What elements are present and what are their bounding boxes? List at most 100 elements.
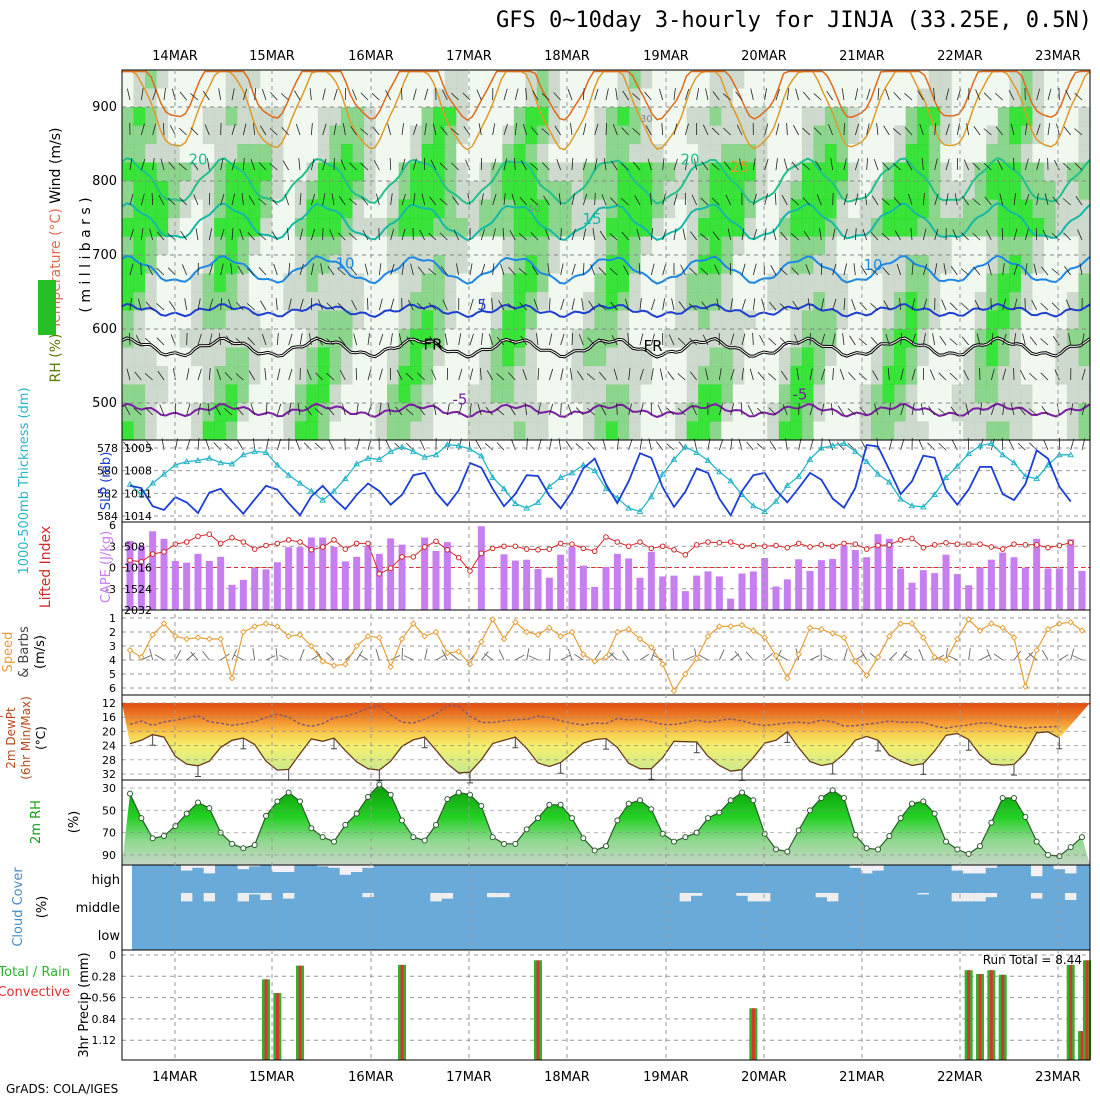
rh-cell: [928, 162, 941, 182]
rh-cell: [940, 384, 953, 404]
rh-cell: [559, 255, 573, 275]
wind-barb: [749, 368, 754, 381]
rh-cell: [571, 329, 584, 349]
isotherm-label: 5: [477, 296, 487, 314]
wind-barb: [503, 193, 506, 206]
wind-barb: [730, 368, 735, 381]
wind-barb: [972, 198, 981, 206]
thickness-point: [251, 447, 259, 454]
wind-barb: [1065, 89, 1072, 101]
rh-cell: [1043, 384, 1057, 404]
rh-cell: [859, 366, 872, 386]
wind-speed-point: [546, 624, 553, 632]
surface-wind-barb: [979, 654, 990, 661]
wind-barb: [684, 88, 690, 101]
surface-wind-barb: [889, 651, 898, 661]
rh-cell: [629, 181, 642, 201]
rh-cell: [663, 421, 676, 441]
pressure-tick: 900: [92, 100, 117, 115]
wind-barb: [197, 298, 201, 311]
cloud-gap: [1030, 865, 1043, 877]
rh-cell: [917, 384, 930, 404]
wind-speed-point: [852, 658, 859, 665]
wind-barb: [1081, 368, 1086, 381]
rh-cell: [940, 403, 953, 423]
wind-barb: [571, 228, 576, 241]
cape-bar: [613, 553, 621, 610]
cape-bar: [319, 537, 327, 610]
wind-barb: [747, 405, 754, 416]
rh-cell: [675, 329, 688, 349]
rh-cell: [663, 292, 676, 312]
wind-barb: [548, 368, 554, 381]
precip-legend-total: Total / Rain: [0, 965, 70, 980]
wind-barb: [739, 158, 743, 171]
rh-cell: [894, 181, 907, 201]
rh-cell: [824, 125, 838, 145]
rh-cell: [479, 255, 492, 275]
rh-cell: [790, 421, 803, 441]
rh-cell: [525, 273, 538, 293]
rh-cell: [755, 144, 768, 164]
rh2m-point: [739, 789, 745, 796]
precip-bar-conv: [264, 979, 268, 1060]
rh-cell: [1055, 70, 1068, 90]
rh-cell: [606, 329, 619, 349]
rh-cell: [594, 125, 607, 145]
rh-cell: [1020, 162, 1033, 182]
rh-cell: [133, 236, 146, 256]
cape-bar: [262, 569, 270, 610]
wind-barb: [496, 442, 505, 451]
rh-cell: [283, 144, 296, 164]
wind-barb: [701, 301, 709, 311]
wind-barb: [235, 338, 244, 346]
li-point: [580, 545, 587, 552]
rh-cell: [1078, 421, 1091, 441]
rh-cell: [490, 236, 503, 256]
rh-cell: [790, 144, 803, 164]
wind-barb: [582, 158, 588, 171]
wind-speed-point: [444, 649, 451, 657]
wind-barb: [887, 368, 890, 381]
wind-barb: [294, 90, 301, 101]
cape-tick: 1524: [124, 583, 152, 596]
wind-barb: [775, 158, 778, 171]
rh-cell: [283, 236, 296, 256]
wind-tick: 2: [109, 626, 116, 639]
wind-barb: [922, 298, 927, 311]
surface-wind-barb: [233, 654, 244, 661]
rh-cell: [536, 292, 549, 312]
wind-barb: [1033, 263, 1038, 276]
rh-cell: [421, 181, 434, 201]
wind-barb: [874, 403, 879, 416]
rh-cell: [698, 347, 711, 367]
rh-cell: [133, 88, 146, 108]
rh-cell: [721, 107, 734, 127]
wind-barb: [371, 92, 380, 101]
surface-wind-barb: [900, 650, 908, 661]
rh-cell: [721, 199, 734, 219]
surface-wind-barb: [149, 648, 154, 661]
cape-bar: [908, 582, 916, 610]
rh-cell: [629, 218, 642, 238]
wind-barb: [554, 125, 562, 136]
rh-cell: [1066, 403, 1080, 423]
rh-cell: [329, 273, 342, 293]
rh-cell: [179, 125, 192, 145]
rh-cell: [997, 421, 1010, 441]
wind-barb: [429, 336, 437, 346]
rh-cell: [387, 144, 400, 164]
rh-cell: [594, 273, 607, 293]
wind-speed-point: [931, 653, 938, 661]
date-label-top: 20MAR: [741, 49, 787, 64]
rh-cell: [352, 384, 365, 404]
rh-cell: [479, 144, 492, 164]
rh-cell: [340, 70, 354, 90]
rh-cell: [824, 236, 838, 256]
wind-barb: [458, 403, 463, 416]
rh-cell: [191, 273, 204, 293]
rh2m-point: [274, 798, 281, 805]
wind-barb: [820, 263, 823, 276]
rh-cell: [398, 384, 411, 404]
rh2m-area: [122, 784, 1090, 865]
